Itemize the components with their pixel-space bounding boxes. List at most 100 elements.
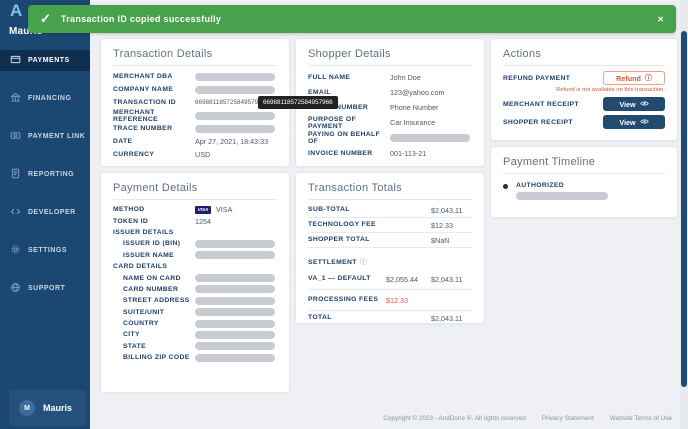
total-row-total: TOTAL $2,043.11 [308, 311, 472, 323]
redacted-value [195, 285, 275, 294]
redacted-value [195, 72, 275, 81]
sidebar-item-payment-link[interactable]: PAYMENT LINK [0, 126, 90, 147]
redacted-value [195, 239, 275, 248]
timeline-status: AUTHORIZED [516, 182, 565, 189]
sidebar-item-label: REPORTING [28, 171, 75, 178]
total-label: SUB-TOTAL [308, 205, 350, 213]
code-icon [10, 206, 21, 219]
technology-fee-value: $12.33 [431, 220, 453, 230]
sidebar-item-label: FINANCING [28, 95, 72, 102]
field-label: PHONE NUMBER [308, 104, 369, 112]
shopper-total-value: $NaN [431, 235, 450, 245]
field-label: CURRENCY [113, 151, 155, 158]
redacted-value [195, 342, 275, 351]
sidebar-item-reporting[interactable]: REPORTING [0, 164, 90, 185]
full-name-value: John Doe [390, 73, 421, 83]
transaction-totals-card: Transaction Totals SUB-TOTAL $2,043.11 T… [295, 172, 485, 324]
bank-icon [10, 92, 21, 105]
field-row-merchant-reference: MERCHANT REFERENCE [101, 108, 289, 123]
divider [308, 199, 472, 200]
sidebar-item-payments[interactable]: PAYMENTS [0, 50, 90, 71]
user-panel[interactable]: M Mauris [9, 390, 86, 426]
redacted-value [195, 330, 275, 339]
method-value: VISA [216, 205, 233, 215]
privacy-statement-link[interactable]: Privacy Statement [541, 415, 594, 422]
divider [113, 65, 277, 66]
shopper-receipt-view-button[interactable]: View [603, 115, 665, 129]
field-label: BILLING ZIP CODE [123, 354, 190, 362]
field-label: SHOPPER RECEIPT [503, 118, 573, 126]
avatar: M [19, 400, 35, 416]
redacted-value [195, 308, 275, 317]
merchant-receipt-row: MERCHANT RECEIPT View [491, 95, 677, 113]
total-row-sub-total: SUB-TOTAL $2,043.11 [308, 203, 472, 218]
field-row-full-name: FULL NAME John Doe [296, 70, 484, 85]
refund-button[interactable]: Refund ⓘ [603, 71, 665, 85]
card-title: Shopper Details [308, 48, 391, 60]
payments-card-icon [10, 54, 21, 67]
copyright-text: Copyright © 2023 - AndDone ®. All rights… [383, 415, 526, 422]
field-label: PURPOSE OF PAYMENT [308, 115, 357, 130]
redacted-value [516, 192, 608, 200]
info-icon: ⓘ [644, 74, 652, 82]
field-label: MERCHANT REFERENCE [113, 108, 159, 123]
card-title: Transaction Totals [308, 182, 403, 194]
field-label: SUITE/UNIT [123, 308, 165, 316]
field-label: STATE [123, 342, 147, 350]
field-label: NAME ON CARD [123, 274, 181, 282]
close-icon[interactable]: ✕ [657, 14, 664, 24]
invoice-value: 001-113-21 [390, 148, 427, 158]
email-value: 123@yahoo.com [390, 88, 445, 98]
merchant-receipt-view-button[interactable]: View [603, 97, 665, 111]
redacted-value [195, 85, 275, 94]
report-icon [10, 168, 21, 181]
redacted-value [195, 319, 275, 328]
field-label: STREET ADDRESS [123, 297, 190, 305]
info-icon[interactable]: ⓘ [359, 259, 367, 266]
field-row-email: EMAIL 123@yahoo.com [296, 85, 484, 100]
copied-id-tooltip: 66988118572584957966 [258, 96, 338, 109]
divider [503, 65, 665, 66]
field-label: TOKEN ID [113, 217, 149, 225]
terms-of-use-link[interactable]: Website Terms of Use [609, 415, 672, 422]
redacted-value [195, 353, 275, 362]
field-row-state: STATE [101, 341, 289, 352]
redacted-value [195, 251, 275, 260]
field-label: ISSUER NAME [123, 251, 175, 259]
total-label: PROCESSING FEES [308, 295, 379, 303]
sidebar-item-developer[interactable]: DEVELOPER [0, 202, 90, 223]
field-label: TRACE NUMBER [113, 125, 173, 132]
user-name: Mauris [43, 403, 73, 413]
total-row-processing-fees: PROCESSING FEES $12.33 [308, 290, 472, 311]
field-row-purpose: PURPOSE OF PAYMENT Car Insurance [296, 115, 484, 130]
sidebar-menu: PAYMENTS FINANCING PAYMENT LINK REPORTIN… [0, 50, 90, 316]
field-row-suite-unit: SUITE/UNIT [101, 307, 289, 318]
field-row-issuer-name: ISSUER NAME [101, 250, 289, 261]
field-row-currency: CURRENCY USD [101, 148, 289, 161]
field-label: COUNTRY [123, 320, 159, 328]
total-label: TECHNOLOGY FEE [308, 220, 376, 228]
field-label: TRANSACTION ID [113, 99, 177, 106]
shopper-receipt-row: SHOPPER RECEIPT View [491, 113, 677, 131]
sidebar-item-label: SETTINGS [28, 247, 68, 254]
sidebar-item-label: SUPPORT [28, 285, 66, 292]
field-row-company-name: COMPANY NAME [101, 83, 289, 96]
divider [503, 173, 665, 174]
sidebar-item-support[interactable]: SUPPORT [0, 278, 90, 299]
redacted-value [195, 124, 275, 133]
field-row-token-id: TOKEN ID 1254 [101, 215, 289, 226]
total-label: TOTAL [308, 314, 332, 322]
scrollbar-thumb[interactable] [681, 31, 687, 387]
field-row-street-address: STREET ADDRESS [101, 295, 289, 306]
purpose-value: Car Insurance [390, 118, 436, 128]
timeline-dot-icon [503, 184, 508, 189]
timeline-event: AUTHORIZED [491, 174, 677, 200]
field-row-name-on-card: NAME ON CARD [101, 272, 289, 283]
sidebar: A Mauris PAYMENTS FINANCING PAYMENT LINK… [0, 0, 90, 429]
total-row-technology-fee: TECHNOLOGY FEE $12.33 [308, 218, 472, 233]
sidebar-item-settings[interactable]: SETTINGS [0, 240, 90, 261]
sidebar-item-financing[interactable]: FINANCING [0, 88, 90, 109]
divider [113, 199, 277, 200]
field-row-billing-zip: BILLING ZIP CODE [101, 352, 289, 363]
scrollbar-track[interactable] [680, 0, 688, 429]
